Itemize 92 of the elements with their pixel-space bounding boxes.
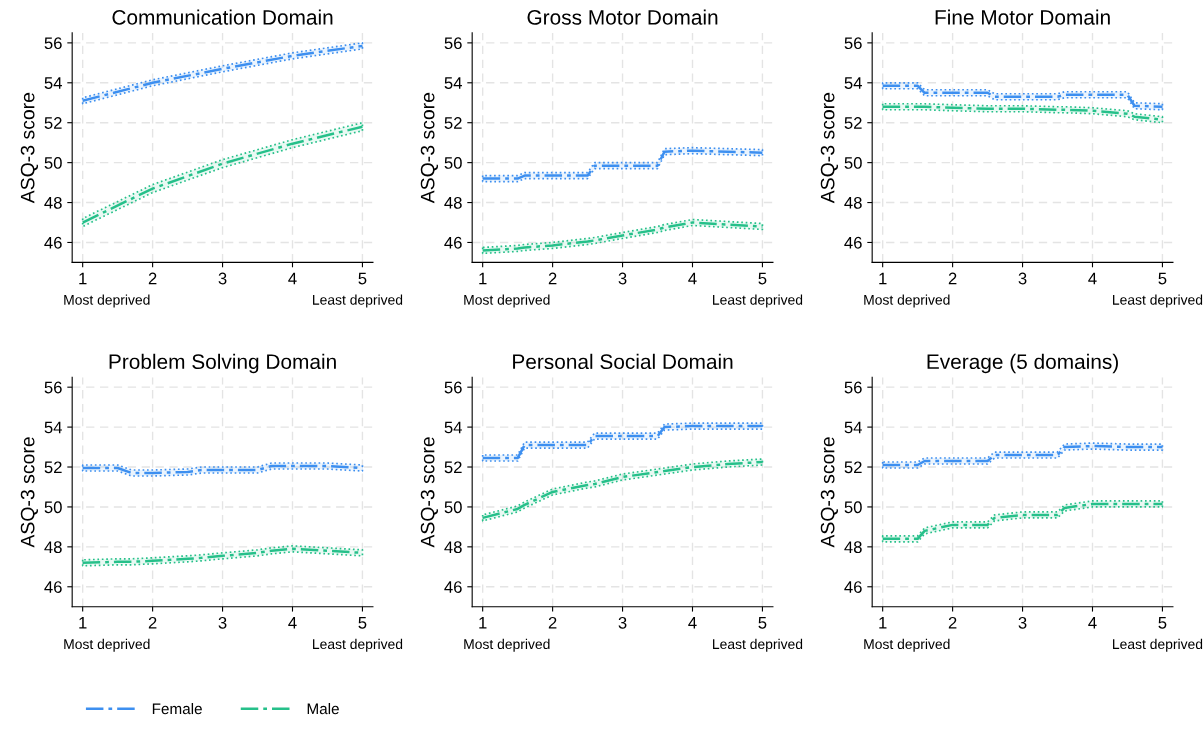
x-tick-label: 1	[479, 617, 487, 629]
x-tick-label: 2	[948, 616, 957, 629]
x-tick-label: 2	[148, 616, 157, 629]
x-tick-label: 5	[758, 617, 767, 629]
text: Least deprived	[713, 294, 803, 308]
y-axis-title: ASQ-3 score	[20, 92, 38, 204]
text: Most deprived	[864, 294, 950, 308]
y-tick-label: 56	[444, 381, 462, 394]
y-tick-label: 46	[444, 236, 462, 249]
text: Least deprived	[713, 638, 803, 652]
y-tick-label: 52	[44, 461, 62, 474]
y-tick-label: 48	[444, 541, 462, 554]
chart-title: Problem Solving Domain	[109, 353, 336, 374]
y-axis-title: ASQ-3 score	[420, 92, 438, 204]
text: Most deprived	[464, 294, 550, 308]
chart-title: Communication Domain	[112, 9, 333, 25]
x-tick-label: 5	[358, 272, 367, 285]
chart-title: Personal Social Domain	[513, 353, 733, 370]
y-tick-label: 54	[44, 77, 62, 89]
y-tick-label: 54	[844, 77, 862, 89]
x-tick-label: 3	[618, 616, 627, 629]
x-tick-label: 4	[1088, 617, 1097, 629]
x-tick-label: 3	[1018, 616, 1027, 629]
y-tick-label: 50	[844, 501, 862, 514]
x-tick-label: 2	[148, 272, 157, 285]
y-tick-label: 48	[844, 541, 862, 554]
y-tick-label: 46	[44, 236, 62, 249]
y-tick-label: 54	[444, 421, 462, 434]
x-tick-label: 1	[879, 272, 887, 285]
y-tick-label: 52	[44, 117, 62, 129]
text: Most deprived	[464, 638, 550, 652]
x-tick-label: 3	[1018, 272, 1027, 285]
y-tick-label: 52	[844, 117, 862, 129]
y-tick-label: 50	[44, 157, 62, 169]
x-tick-label: 4	[288, 617, 297, 629]
legend-label: Male	[307, 703, 339, 715]
y-tick-label: 48	[844, 196, 862, 209]
x-tick-label: 2	[948, 272, 957, 285]
y-tick-label: 50	[444, 157, 462, 169]
x-tick-label: 4	[688, 617, 697, 629]
y-tick-label: 56	[844, 381, 862, 394]
chart-title: Gross Motor Domain	[527, 9, 718, 25]
y-tick-label: 52	[444, 461, 462, 474]
x-tick-label: 2	[548, 272, 557, 285]
text: Least deprived	[1113, 638, 1203, 652]
x-tick-label: 3	[218, 272, 227, 285]
y-tick-label: 52	[844, 461, 862, 474]
y-tick-label: 46	[44, 581, 62, 593]
legend-label: Female	[152, 703, 202, 715]
chart-title: Fine Motor Domain	[935, 9, 1110, 25]
x-tick-label: 1	[79, 272, 87, 285]
x-tick-label: 1	[879, 617, 887, 629]
y-tick-label: 50	[444, 501, 462, 514]
y-tick-label: 54	[44, 421, 62, 434]
x-tick-label: 3	[618, 272, 627, 285]
y-tick-label: 54	[844, 421, 862, 434]
x-tick-label: 2	[548, 616, 557, 629]
y-tick-label: 48	[444, 196, 462, 209]
y-axis-title: ASQ-3 score	[420, 437, 438, 548]
y-axis-title: ASQ-3 score	[820, 437, 838, 548]
y-tick-label: 50	[44, 501, 62, 514]
x-tick-label: 5	[358, 617, 367, 629]
x-tick-label: 4	[288, 272, 297, 285]
y-tick-label: 56	[44, 37, 62, 50]
text: Most deprived	[864, 638, 950, 652]
y-tick-label: 54	[444, 77, 462, 89]
text: Least deprived	[313, 638, 403, 652]
y-tick-label: 50	[844, 157, 862, 169]
x-tick-label: 4	[688, 272, 697, 285]
y-tick-label: 48	[44, 541, 62, 554]
text: Least deprived	[313, 294, 403, 308]
y-tick-label: 52	[444, 117, 462, 129]
chart-title: Everage (5 domains)	[927, 353, 1118, 374]
x-tick-label: 5	[758, 272, 767, 285]
y-tick-label: 56	[844, 37, 862, 50]
y-tick-label: 56	[444, 37, 462, 50]
y-axis-title: ASQ-3 score	[20, 437, 38, 548]
y-tick-label: 46	[444, 581, 462, 593]
y-tick-label: 46	[844, 236, 862, 249]
y-tick-label: 48	[44, 196, 62, 209]
text: Most deprived	[64, 294, 150, 308]
x-tick-label: 1	[479, 272, 487, 285]
x-tick-label: 5	[1158, 272, 1167, 285]
x-tick-label: 4	[1088, 272, 1097, 285]
y-tick-label: 56	[44, 381, 62, 394]
x-tick-label: 3	[218, 616, 227, 629]
y-axis-title: ASQ-3 score	[820, 92, 838, 204]
x-tick-label: 1	[79, 617, 87, 629]
x-tick-label: 5	[1158, 617, 1167, 629]
text: Most deprived	[64, 638, 150, 652]
y-tick-label: 46	[844, 581, 862, 593]
text: Least deprived	[1113, 294, 1203, 308]
